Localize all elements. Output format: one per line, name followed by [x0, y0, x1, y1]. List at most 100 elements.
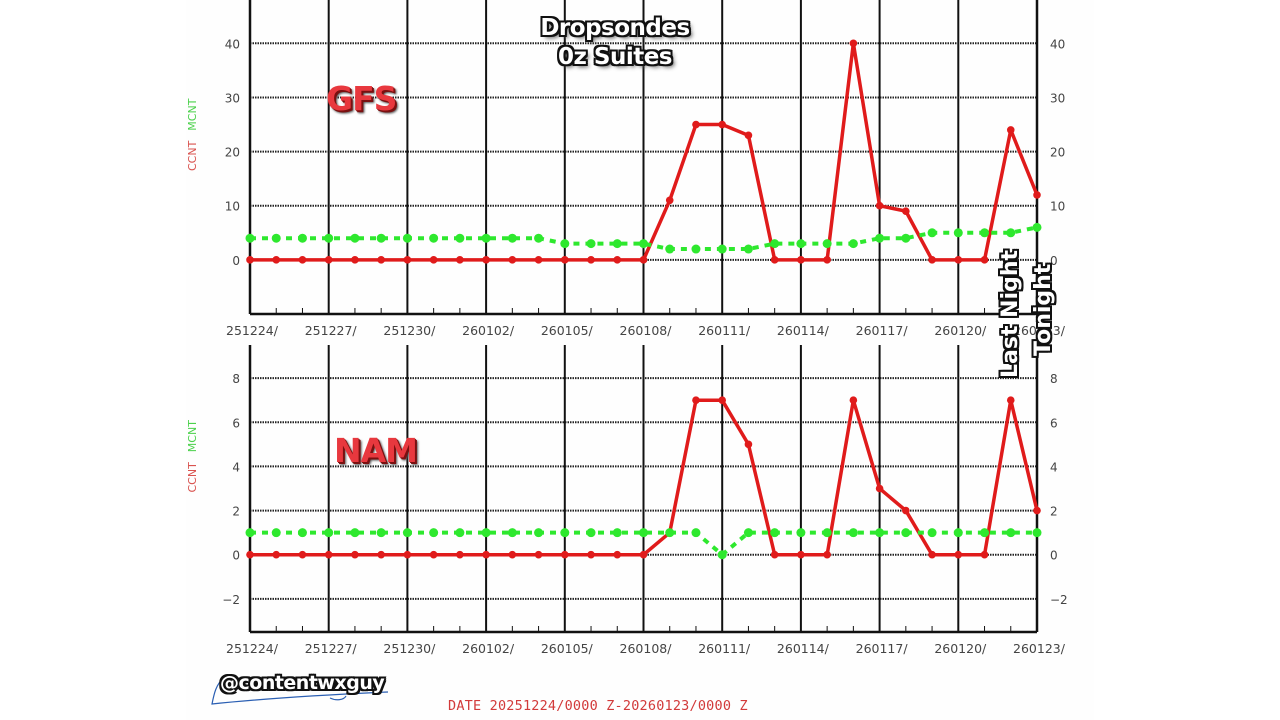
mcnt-data-point: [927, 528, 937, 538]
ccnt-data-point: [456, 256, 464, 264]
chart-title: Dropsondes 0z Suites: [520, 14, 710, 72]
mcnt-data-point: [455, 233, 465, 243]
ccnt-data-point: [377, 256, 385, 264]
x-tick-label: 251227/: [305, 323, 358, 338]
mcnt-data-point: [586, 239, 596, 249]
x-tick-label: 260111/: [698, 641, 751, 656]
mcnt-data-point: [848, 528, 858, 538]
mcnt-data-point: [743, 528, 753, 538]
x-tick-label: 260123/: [1013, 641, 1066, 656]
x-tick-label: 260117/: [856, 323, 909, 338]
mcnt-data-point: [507, 233, 517, 243]
y-tick-label-left: 0: [232, 549, 240, 563]
ccnt-data-point: [482, 256, 490, 264]
x-tick-label: 260108/: [620, 641, 673, 656]
y-tick-label-right: 30: [1050, 91, 1065, 105]
mcnt-data-point: [639, 528, 648, 538]
mcnt-data-point: [1006, 528, 1016, 538]
ccnt-data-point: [1006, 396, 1015, 404]
ccnt-data-point: [902, 207, 910, 215]
mcnt-data-point: [297, 528, 307, 538]
mcnt-data-point: [1032, 222, 1042, 232]
mcnt-data-point: [455, 528, 465, 538]
ccnt-data-point: [849, 396, 858, 404]
mcnt-data-point: [586, 528, 596, 538]
y-tick-label-left: 2: [232, 505, 240, 519]
ccnt-data-point: [403, 256, 412, 264]
ccnt-data-point: [561, 550, 569, 559]
watermark-handle: @contentwxguy: [220, 672, 385, 694]
y-tick-label-left: 8: [232, 372, 240, 386]
y-tick-label-right: 10: [1050, 200, 1065, 214]
mcnt-data-point: [560, 528, 570, 538]
mcnt-data-point: [350, 233, 360, 243]
ccnt-data-point: [613, 256, 622, 264]
ccnt-data-point: [1006, 126, 1015, 134]
y-tick-label-right: 4: [1050, 460, 1058, 474]
title-line-1: Dropsondes: [540, 15, 690, 41]
y-tick-label-left: 40: [225, 37, 240, 51]
nam-panel: −2 −2 0 0 2 2 4 4 6 6 8 8 251224/251227/251230/26010…: [186, 345, 1068, 656]
ccnt-data-point: [298, 550, 307, 559]
ccnt-data-point: [456, 550, 464, 559]
ccnt-data-point: [272, 550, 281, 559]
mcnt-data-point: [271, 233, 281, 243]
mcnt-data-point: [324, 233, 334, 243]
mcnt-data-point: [534, 233, 544, 243]
mcnt-data-point: [901, 528, 911, 538]
mcnt-data-point: [665, 528, 675, 538]
mcnt-data-point: [875, 528, 885, 538]
mcnt-data-point: [402, 233, 412, 243]
title-line-2: 0z Suites: [557, 44, 673, 70]
y-tick-label-left: 30: [225, 91, 240, 105]
ccnt-data-point: [298, 256, 307, 264]
last-night-annotation: Last Night: [998, 249, 1023, 378]
mcnt-data-point: [743, 244, 753, 254]
ccnt-data-point: [613, 550, 622, 559]
ccnt-data-point: [561, 256, 569, 264]
ccnt-data-point: [692, 120, 700, 129]
mcnt-data-point: [324, 528, 334, 538]
y-tick-label-left: −2: [222, 593, 240, 607]
ccnt-data-point: [639, 256, 648, 264]
x-tick-label: 260120/: [934, 323, 987, 338]
y-tick-label-left: 6: [232, 416, 240, 430]
mcnt-data-point: [245, 233, 255, 243]
ccnt-data-point: [482, 550, 490, 559]
nam-panel-label: NAM: [334, 431, 418, 470]
mcnt-data-point: [953, 528, 963, 538]
ccnt-data-point: [797, 256, 805, 264]
mcnt-data-point: [350, 528, 360, 538]
y-axis-label: CCNTMCNT: [186, 98, 199, 171]
ccnt-data-point: [980, 550, 989, 559]
watermark-underline-scribble: [211, 677, 389, 705]
watermark: @contentwxguy: [210, 670, 410, 710]
ccnt-data-point: [770, 550, 779, 559]
ccnt-data-point: [587, 550, 595, 559]
y-tick-label-right: 2: [1050, 505, 1058, 519]
mcnt-data-point: [717, 244, 727, 254]
ccnt-data-point: [272, 256, 281, 264]
mcnt-data-point: [901, 233, 911, 243]
ccnt-data-point: [324, 256, 333, 264]
x-tick-label: 260102/: [462, 323, 515, 338]
ccnt-data-point: [665, 196, 674, 205]
ccnt-data-point: [508, 256, 517, 264]
mcnt-data-point: [822, 239, 832, 249]
gfs-panel-label: GFS: [326, 79, 397, 118]
ccnt-data-point: [954, 256, 963, 264]
mcnt-data-point: [560, 239, 570, 249]
ccnt-data-point: [744, 440, 753, 449]
ccnt-data-point: [639, 550, 648, 559]
mcnt-data-point: [691, 528, 701, 538]
mcnt-data-point: [402, 528, 412, 538]
ccnt-data-point: [928, 256, 936, 264]
ccnt-data-point: [797, 550, 805, 559]
ccnt-data-point: [377, 550, 385, 559]
x-tick-label: 260120/: [934, 641, 987, 656]
mcnt-data-point: [875, 233, 885, 243]
x-tick-label: 251230/: [383, 323, 436, 338]
mcnt-data-point: [953, 228, 963, 238]
ccnt-data-point: [246, 550, 254, 559]
